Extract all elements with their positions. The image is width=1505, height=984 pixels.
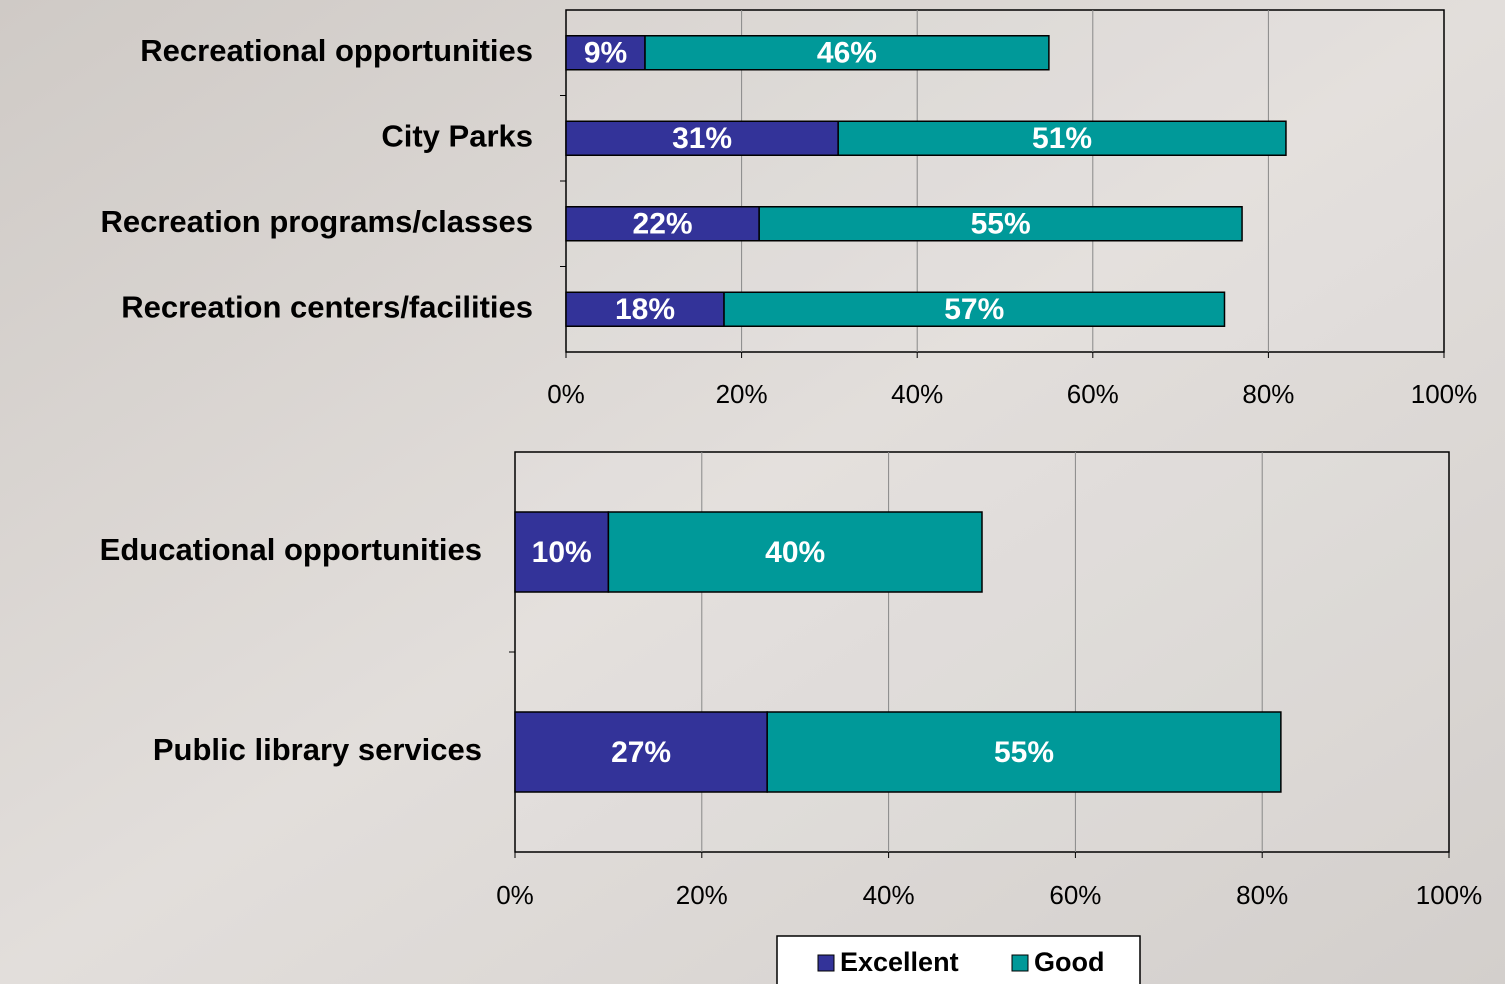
x-tick-label: 40% bbox=[863, 880, 915, 910]
bar-segment bbox=[565, 291, 725, 327]
category-label: Recreation centers/facilities bbox=[121, 289, 533, 324]
bar-segment bbox=[723, 291, 1226, 327]
value-label: 40% bbox=[765, 536, 825, 569]
legend-box bbox=[776, 935, 1141, 984]
x-tick-label: 60% bbox=[1067, 379, 1119, 409]
legend-swatch bbox=[817, 954, 835, 972]
bar-segment bbox=[758, 206, 1243, 242]
value-label: 57% bbox=[944, 293, 1004, 326]
category-label: Educational opportunities bbox=[100, 532, 482, 567]
x-tick-label: 20% bbox=[676, 880, 728, 910]
value-label: 31% bbox=[672, 122, 732, 155]
category-label: Recreational opportunities bbox=[140, 33, 533, 68]
value-label: 9% bbox=[584, 37, 627, 70]
legend-label: Good bbox=[1034, 947, 1104, 977]
bar-segment bbox=[607, 511, 983, 593]
x-tick-label: 100% bbox=[1416, 880, 1483, 910]
bar-segment bbox=[837, 120, 1287, 156]
value-label: 18% bbox=[615, 293, 675, 326]
bar-segment bbox=[514, 511, 610, 593]
value-label: 55% bbox=[994, 736, 1054, 769]
bar-segment bbox=[766, 711, 1282, 793]
legend-label: Excellent bbox=[840, 947, 959, 977]
category-label: Recreation programs/classes bbox=[101, 204, 534, 239]
bar-segment bbox=[514, 711, 768, 793]
bar-segment bbox=[565, 206, 760, 242]
category-label: Public library services bbox=[153, 732, 482, 767]
value-label: 10% bbox=[532, 536, 592, 569]
x-tick-label: 80% bbox=[1236, 880, 1288, 910]
category-label: City Parks bbox=[381, 118, 533, 153]
x-tick-label: 100% bbox=[1411, 379, 1478, 409]
legend-swatch bbox=[1011, 954, 1029, 972]
x-tick-label: 0% bbox=[547, 379, 585, 409]
x-tick-label: 80% bbox=[1242, 379, 1294, 409]
value-label: 55% bbox=[971, 208, 1031, 241]
x-tick-label: 0% bbox=[496, 880, 534, 910]
bar-segment bbox=[565, 35, 646, 71]
bar-segment bbox=[644, 35, 1050, 71]
x-tick-label: 40% bbox=[891, 379, 943, 409]
value-label: 51% bbox=[1032, 122, 1092, 155]
value-label: 46% bbox=[817, 37, 877, 70]
x-tick-label: 60% bbox=[1049, 880, 1101, 910]
value-label: 22% bbox=[633, 208, 693, 241]
x-tick-label: 20% bbox=[716, 379, 768, 409]
value-label: 27% bbox=[611, 736, 671, 769]
